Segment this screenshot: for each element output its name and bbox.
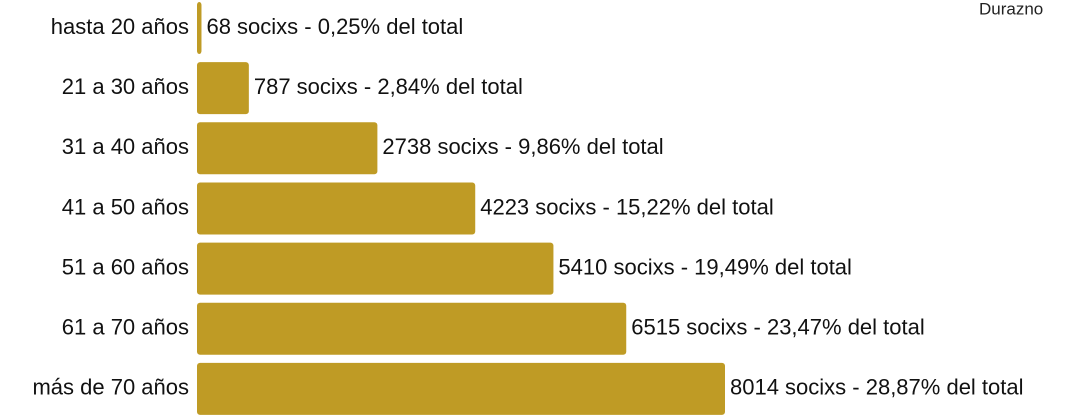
value-label: 6515 socixs - 23,47% del total (631, 315, 925, 340)
value-label: 4223 socixs - 15,22% del total (480, 194, 774, 219)
value-label: 2738 socixs - 9,86% del total (382, 134, 663, 159)
category-label: 51 a 60 años (62, 254, 189, 279)
category-label: 61 a 70 años (62, 315, 189, 340)
legend-entry: Durazno (979, 0, 1043, 18)
value-label: 8014 socixs - 28,87% del total (730, 375, 1024, 400)
value-label: 5410 socixs - 19,49% del total (558, 254, 852, 279)
bar (197, 242, 554, 295)
category-label: hasta 20 años (51, 14, 189, 39)
category-label: 21 a 30 años (62, 74, 189, 99)
bar (197, 302, 627, 355)
bar (197, 182, 476, 235)
bar (197, 362, 725, 415)
category-label: 41 a 50 años (62, 194, 189, 219)
bar (197, 122, 378, 175)
bar (197, 62, 249, 115)
category-label: más de 70 años (32, 375, 189, 400)
category-label: 31 a 40 años (62, 134, 189, 159)
value-label: 68 socixs - 0,25% del total (206, 14, 463, 39)
value-label: 787 socixs - 2,84% del total (254, 74, 523, 99)
bar (197, 2, 202, 54)
